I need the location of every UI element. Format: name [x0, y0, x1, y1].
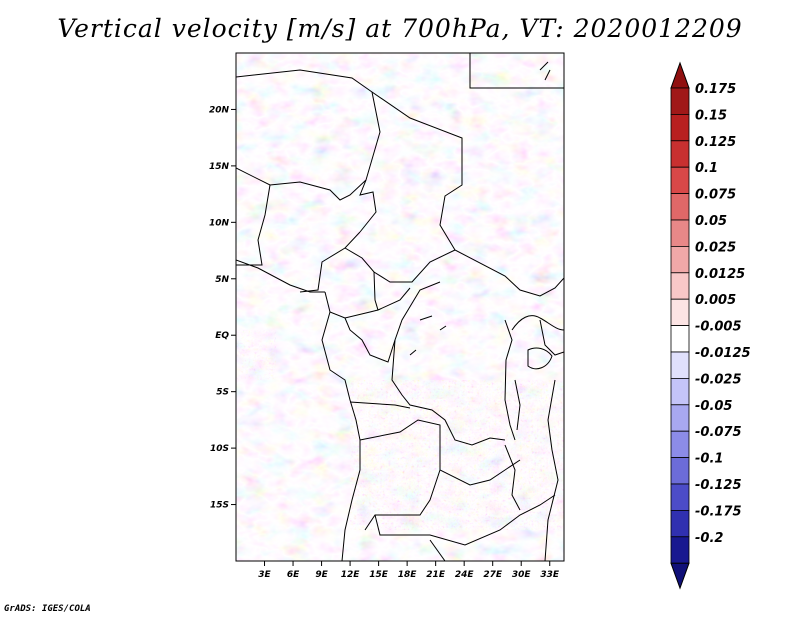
colorbar-label: -0.05: [695, 399, 732, 414]
colorbar-segment: [670, 272, 690, 300]
colorbar-label: 0.125: [695, 135, 736, 150]
colorbar-label: -0.1: [695, 452, 723, 467]
colorbar-label: -0.005: [695, 320, 742, 335]
colorbar-segment: [670, 245, 690, 274]
colorbar-segment: [670, 298, 690, 327]
colorbar-label: -0.025: [695, 372, 742, 387]
lon-tick-label: 33E: [540, 570, 560, 580]
colorbar-segment: [670, 219, 690, 247]
colorbar-segment: [670, 483, 690, 511]
colorbar: 0.175 0.15 0.125 0.1 0.075 0.05 0.025 0.0125 0.0…: [670, 61, 751, 590]
colorbar-label: 0.05: [695, 214, 727, 229]
lon-tick-label: 15E: [369, 570, 389, 580]
lat-tick-label: 20N: [209, 105, 230, 115]
colorbar-segment: [670, 509, 690, 538]
lat-tick-label: 5N: [215, 275, 229, 285]
chart-title: Vertical velocity [m/s] at 700hPa, VT: 2…: [57, 14, 743, 43]
lat-tick-label: 10N: [209, 218, 230, 228]
colorbar-segment: [670, 325, 690, 353]
colorbar-label: 0.0125: [695, 267, 745, 282]
colorbar-segment: [670, 166, 690, 194]
grads-credit: GrADS: IGES/COLA: [4, 604, 91, 614]
colorbar-label: -0.175: [695, 504, 742, 519]
lon-tick-label: 18E: [398, 570, 418, 580]
colorbar-segment: [670, 404, 690, 432]
colorbar-label: 0.175: [695, 82, 736, 97]
colorbar-segment: [670, 430, 690, 459]
colorbar-label: 0.025: [695, 240, 736, 255]
colorbar-label: -0.0125: [695, 346, 751, 361]
lon-tick-label: 24E: [455, 570, 475, 580]
lat-tick-label: EQ: [215, 331, 229, 341]
lon-tick-label: 6E: [287, 570, 300, 580]
colorbar-segment: [670, 114, 690, 142]
country-borders: [236, 53, 564, 561]
lon-tick-label: 21E: [426, 570, 446, 580]
lon-tick-label: 9E: [315, 570, 328, 580]
colorbar-label: -0.075: [695, 425, 742, 440]
colorbar-segment: [670, 377, 690, 406]
velocity-field: [236, 53, 564, 561]
lat-tick-label: 15S: [210, 501, 229, 511]
lat-tick-label: 5S: [216, 388, 229, 398]
lat-tick-label: 15N: [209, 162, 230, 172]
lon-tick-label: 12E: [341, 570, 361, 580]
lat-tick-label: 10S: [210, 444, 229, 454]
colorbar-label: -0.125: [695, 478, 742, 493]
lon-tick-label: 27E: [483, 570, 503, 580]
colorbar-segment: [670, 536, 690, 564]
colorbar-top-arrow: [670, 61, 690, 89]
colorbar-segment: [670, 140, 690, 168]
longitude-axis: 3E 6E 9E 12E 15E 18E 21E 24E 27E 30E 33E: [258, 561, 560, 580]
colorbar-segment: [670, 351, 690, 379]
colorbar-label: 0.075: [695, 188, 736, 203]
map-frame: [235, 52, 565, 562]
colorbar-segment: [670, 457, 690, 485]
lon-tick-label: 30E: [512, 570, 532, 580]
colorbar-label: 0.15: [695, 108, 727, 123]
colorbar-bottom-arrow: [670, 562, 690, 590]
colorbar-label: 0.005: [695, 293, 736, 308]
lon-tick-label: 3E: [258, 570, 271, 580]
latitude-axis: 20N 15N 10N 5N EQ 5S 10S 15S: [209, 105, 236, 511]
colorbar-segment: [670, 193, 690, 221]
colorbar-segment: [670, 87, 690, 115]
colorbar-label: -0.2: [695, 531, 723, 546]
colorbar-label: 0.1: [695, 161, 718, 176]
